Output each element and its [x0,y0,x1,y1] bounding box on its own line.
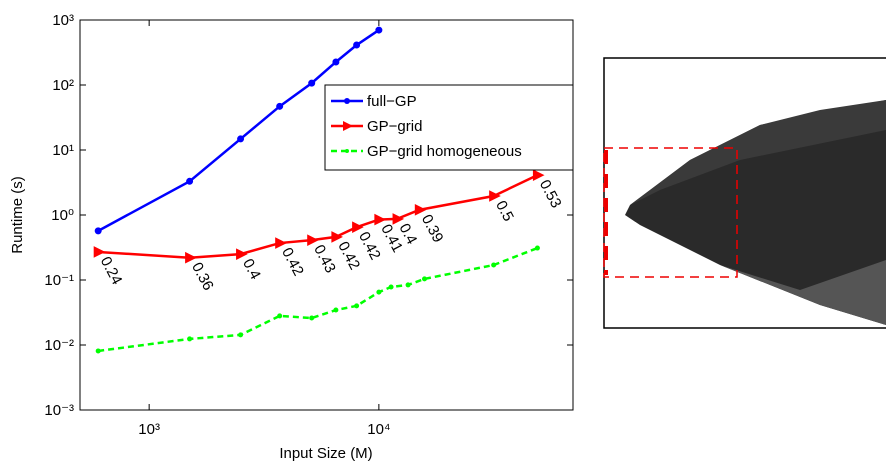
legend: full−GP GP−grid GP−grid homogeneous [324,84,574,171]
y-tick-label: 10⁻² [44,337,74,354]
marker [354,303,360,309]
marker [532,169,545,181]
marker [237,135,245,143]
series-line [98,174,538,259]
legend-marker [344,98,350,104]
marker [376,289,382,295]
marker [405,282,411,288]
marker [534,245,540,251]
marker [352,221,364,233]
marker [94,227,102,235]
y-tick-label: 10⁻¹ [44,272,74,289]
marker [414,204,427,216]
marker [277,313,283,319]
marker [186,177,194,185]
marker [236,248,248,260]
x-axis-label: Input Size (M) [279,445,372,462]
y-tick-label: 10⁻³ [44,402,74,419]
photo-panel [603,57,886,329]
y-tick-label: 10⁰ [51,207,74,224]
marker [332,58,340,66]
y-tick-label: 10³ [52,12,74,29]
marker [375,26,383,34]
legend-label: GP−grid homogeneous [367,143,522,160]
marker [309,315,315,321]
legend-label: GP−grid [367,118,422,135]
legend-marker [343,121,353,131]
y-axis-label: Runtime (s) [9,176,26,254]
series-line [97,29,380,232]
marker [374,213,386,226]
marker [489,190,501,202]
x-tick-label: 10⁴ [367,421,390,438]
marker [392,213,405,225]
marker [238,332,244,338]
marker [353,41,361,49]
marker [333,307,339,313]
marker [275,237,287,249]
y-tick-label: 10² [52,77,74,94]
marker [307,234,319,246]
marker [185,251,197,264]
marker [276,102,284,110]
marker [422,276,428,282]
marker [93,246,106,258]
marker [388,284,394,290]
marker [491,262,497,268]
marker [95,348,101,354]
legend-box [324,84,574,171]
legend-marker [345,149,349,153]
x-tick-label: 10³ [138,421,160,438]
marker [187,336,193,342]
legend-label: full−GP [367,93,417,110]
y-tick-label: 10¹ [52,142,74,159]
marker [308,79,316,87]
marker [331,231,344,243]
